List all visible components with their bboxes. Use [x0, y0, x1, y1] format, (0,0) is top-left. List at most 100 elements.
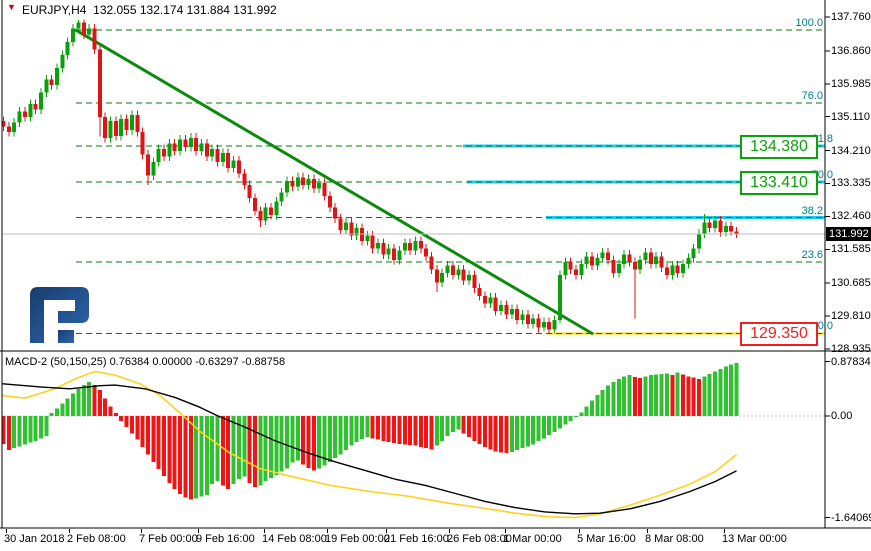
chart-title: EURJPY,H4 132.055 132.174 131.884 131.99… — [22, 3, 277, 17]
macd-histogram-bar — [1, 416, 6, 444]
macd-histogram-bar — [520, 416, 525, 449]
macd-histogram-bar — [606, 385, 611, 416]
candle-body — [499, 305, 504, 311]
resistance-price-flag: 134.380 — [740, 135, 818, 159]
price-axis-label: 134.210 — [831, 144, 871, 157]
macd-histogram-bar — [17, 416, 22, 447]
roboforex-logo — [30, 287, 89, 343]
macd-histogram-bar — [477, 416, 482, 444]
candle-body — [606, 252, 611, 261]
macd-histogram-bar — [274, 416, 279, 475]
macd-histogram-bar — [675, 372, 680, 416]
candle-body — [493, 297, 498, 311]
candle-body — [654, 256, 659, 264]
candle-body — [279, 192, 284, 202]
macd-histogram-bar — [557, 416, 562, 429]
candle-body — [317, 182, 322, 189]
time-axis-label: 2 Feb 08:00 — [67, 533, 126, 545]
candle-body — [359, 228, 364, 242]
candle-body — [402, 243, 407, 251]
candle-body — [204, 143, 209, 157]
candle-body — [509, 308, 514, 315]
candle-body — [477, 288, 482, 296]
candle-body — [702, 222, 707, 234]
resistance-price-flag-2: 133.410 — [740, 171, 818, 195]
candle-body — [504, 305, 509, 315]
candle-body — [718, 220, 723, 232]
macd-histogram-bar — [359, 416, 364, 439]
candle-body — [327, 196, 332, 208]
candle-body — [590, 256, 594, 266]
symbol-dropdown-icon[interactable]: ▼ — [7, 2, 16, 12]
candle-body — [354, 228, 359, 236]
candle-body — [12, 122, 17, 133]
candle-body — [579, 263, 584, 276]
candle-body — [632, 261, 637, 270]
candle-body — [97, 49, 102, 118]
macd-histogram-bar — [680, 374, 685, 416]
macd-histogram-bar — [392, 416, 397, 444]
candle-body — [194, 137, 199, 151]
macd-histogram-bar — [723, 366, 728, 416]
price-axis-label: 135.110 — [831, 110, 870, 123]
time-tick — [449, 529, 450, 533]
macd-histogram-bar — [440, 416, 445, 441]
candle-body — [729, 226, 734, 232]
candle-body — [6, 126, 11, 133]
macd-histogram-bar — [493, 416, 498, 452]
candle-body — [33, 103, 38, 110]
candle-body — [520, 314, 525, 321]
candle-body — [413, 241, 418, 251]
candle-body — [723, 226, 728, 232]
macd-histogram-bar — [531, 416, 536, 445]
macd-histogram-bar — [338, 416, 343, 455]
candle-body — [595, 258, 600, 266]
macd-histogram-bar — [311, 416, 316, 471]
candle-body — [370, 235, 375, 249]
macd-histogram-bar — [648, 375, 653, 416]
macd-histogram-bar — [140, 416, 145, 447]
macd-histogram-bar — [616, 378, 621, 416]
candle-body — [226, 152, 231, 168]
price-axis-label: 135.985 — [831, 77, 871, 90]
time-tick — [327, 529, 328, 533]
macd-histogram-bar — [408, 416, 413, 446]
candle-body — [183, 139, 188, 148]
time-axis-label: 9 Feb 16:00 — [196, 533, 255, 545]
macd-histogram-bar — [525, 416, 530, 447]
candle-body — [440, 273, 445, 283]
candle-body — [450, 265, 455, 276]
candle-body — [129, 115, 134, 131]
candle-body — [295, 177, 300, 187]
candle-body — [483, 295, 487, 304]
candle-body — [600, 252, 605, 259]
macd-axis-label: -1.64069 — [831, 511, 871, 524]
candle-body — [135, 115, 140, 133]
macd-histogram-bar — [199, 416, 204, 497]
fib-level-label: 100.0 — [795, 17, 823, 30]
macd-histogram-bar — [119, 416, 124, 421]
macd-histogram-bar — [365, 416, 370, 438]
candle-body — [627, 254, 632, 262]
macd-histogram-bar — [536, 416, 541, 441]
candle-body — [349, 222, 354, 236]
candle-body — [242, 173, 247, 185]
candle-body — [269, 207, 273, 215]
candle-body — [306, 179, 311, 185]
macd-histogram-bar — [151, 416, 156, 462]
time-axis-label: 13 Mar 00:00 — [722, 533, 787, 545]
macd-histogram-bar — [472, 416, 477, 441]
macd-histogram-bar — [547, 416, 552, 436]
candle-body — [525, 314, 530, 324]
candle-body — [178, 139, 183, 151]
macd-histogram-bar — [483, 416, 487, 447]
candle-body — [199, 143, 204, 151]
time-tick — [505, 529, 506, 533]
candle-body — [616, 263, 621, 274]
candle-body — [392, 248, 397, 261]
candle-body — [119, 118, 124, 136]
macd-histogram-bar — [285, 416, 290, 469]
fib-level-label: 76.0 — [801, 90, 823, 102]
macd-histogram-bar — [263, 416, 268, 481]
